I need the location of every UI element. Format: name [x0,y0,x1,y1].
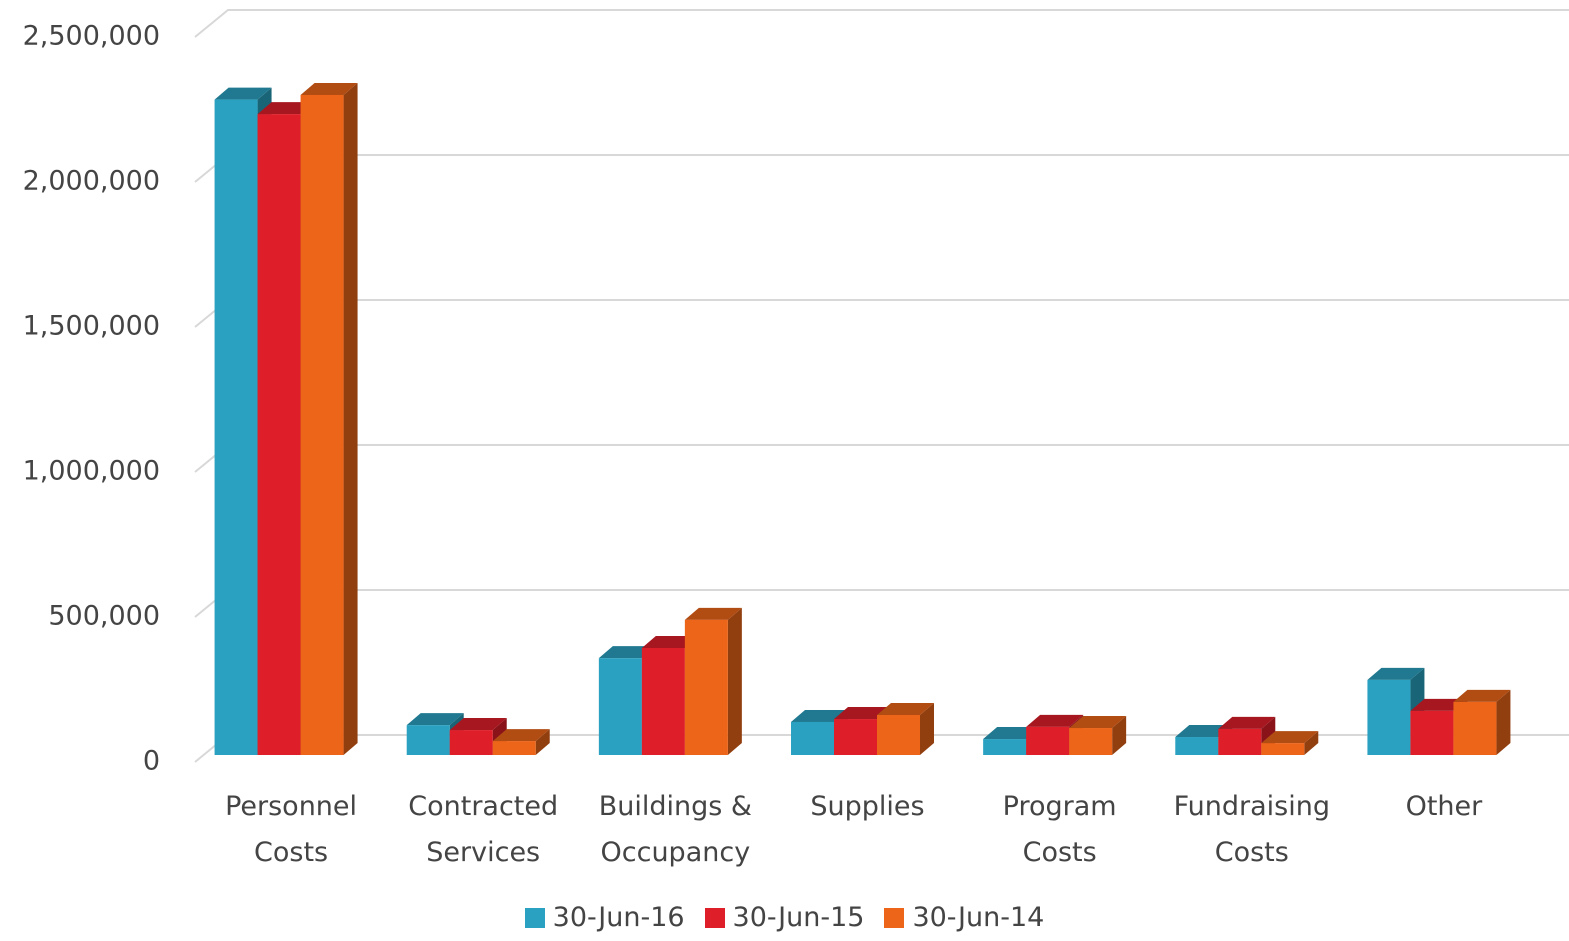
y-tick-label: 2,000,000 [23,166,160,197]
bar-side [343,82,358,755]
bar-front [1175,737,1219,755]
bar-front [598,658,642,755]
bar-top [877,702,934,715]
grid-line [194,9,1569,38]
bar-top [1453,689,1511,702]
bar-front [1261,743,1305,755]
bar [1069,716,1127,755]
bar-front [1410,710,1454,755]
bar-front [1367,679,1411,755]
bar [1453,689,1511,755]
bar-front [406,725,450,755]
bar-top [1261,731,1319,744]
bar-side [920,702,934,755]
legend: 30-Jun-16 30-Jun-15 30-Jun-14 [0,902,1569,933]
bar [877,702,934,755]
grid-line [194,154,1569,183]
bar-top [257,102,315,115]
legend-label: 30-Jun-16 [552,902,685,933]
y-tick-label: 1,000,000 [23,456,160,487]
grid-line [194,444,1569,473]
bar-front [492,741,536,755]
bar-top [791,709,848,722]
x-tick-label: Buildings & Occupancy [598,791,752,868]
bar-front [983,739,1027,755]
legend-label: 30-Jun-15 [732,902,865,933]
y-tick-label: 0 [143,746,160,777]
bar-top [1410,698,1468,711]
bar-front [791,721,834,755]
bar-top [1367,667,1425,680]
legend-item: 30-Jun-14 [884,902,1044,933]
bar [684,607,742,755]
bar-top [300,82,358,95]
bar-top [641,635,699,648]
x-tick-label: Supplies [810,791,925,822]
bar-side [1496,689,1511,755]
bar-top [492,729,550,742]
bar-front [449,730,493,755]
bar-top [1069,716,1127,729]
bar-side [535,729,550,755]
bar-front [1069,728,1113,755]
legend-swatch [524,908,545,928]
bar-top [214,87,272,100]
bar-front [877,714,920,755]
bar-front [641,647,685,755]
y-tick-label: 1,500,000 [23,311,160,342]
bar-front [684,619,728,755]
grid-line [194,589,1569,618]
bar-top [449,718,507,731]
bar [406,713,464,755]
bar-top [983,727,1041,740]
bar-front [834,719,877,755]
bar-top [598,646,656,659]
bar-top [1026,714,1084,727]
bar-front [257,114,301,756]
legend-label: 30-Jun-14 [912,902,1045,933]
bar-front [214,99,258,756]
bar-side [727,607,742,755]
x-tick-label: Personnel Costs [225,791,358,868]
bar-top [406,713,464,726]
legend-swatch [884,908,905,928]
bar-side [1304,731,1319,755]
x-tick-label: Fundraising Costs [1173,791,1330,868]
bar-top [1175,725,1233,738]
bar-front [1218,728,1262,755]
y-tick-label: 500,000 [48,601,160,632]
y-tick-label: 2,500,000 [23,21,160,52]
x-tick-label: Contracted Services [408,791,559,868]
bar-top [1218,716,1276,729]
legend-swatch [704,908,725,928]
bar-top [834,707,891,720]
legend-item: 30-Jun-15 [704,902,865,933]
bar-front [1453,701,1497,755]
x-tick-label: Other [1405,791,1483,822]
bar [492,729,550,755]
bar-side [1112,716,1127,755]
x-tick-label: Program Costs [1002,791,1117,868]
legend-item: 30-Jun-16 [524,902,685,933]
grid-line [194,299,1569,328]
bar [1261,731,1319,755]
bar-top [684,607,742,620]
bar [300,82,358,755]
bar-front [1026,726,1070,755]
bar-front [300,94,344,755]
